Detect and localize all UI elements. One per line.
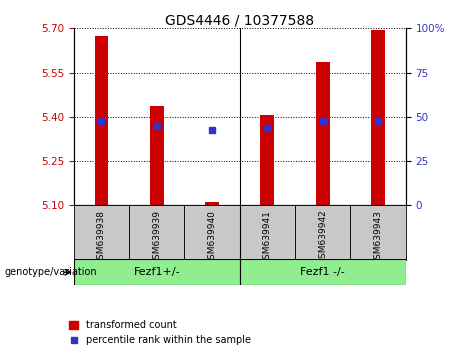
Text: genotype/variation: genotype/variation (5, 267, 97, 277)
Bar (129, 205, 184, 260)
Bar (95, 36, 108, 205)
Text: GSM639942: GSM639942 (318, 210, 327, 264)
Bar (240, 259, 406, 285)
Text: GSM639939: GSM639939 (152, 210, 161, 265)
Bar (316, 62, 330, 205)
Bar (295, 205, 350, 260)
Bar (150, 107, 164, 205)
Bar (240, 205, 295, 260)
Bar (205, 202, 219, 205)
Bar (74, 205, 129, 260)
Text: GSM639941: GSM639941 (263, 210, 272, 264)
Bar (260, 115, 274, 205)
Bar (350, 205, 406, 260)
Legend: transformed count, percentile rank within the sample: transformed count, percentile rank withi… (65, 316, 255, 349)
Bar (74, 259, 240, 285)
Bar (371, 30, 385, 205)
Bar (184, 205, 240, 260)
Title: GDS4446 / 10377588: GDS4446 / 10377588 (165, 13, 314, 27)
Text: Fezf1+/-: Fezf1+/- (133, 267, 180, 277)
Text: GSM639940: GSM639940 (207, 210, 217, 264)
Text: Fezf1 -/-: Fezf1 -/- (300, 267, 345, 277)
Text: GSM639938: GSM639938 (97, 210, 106, 265)
Text: GSM639943: GSM639943 (373, 210, 383, 264)
